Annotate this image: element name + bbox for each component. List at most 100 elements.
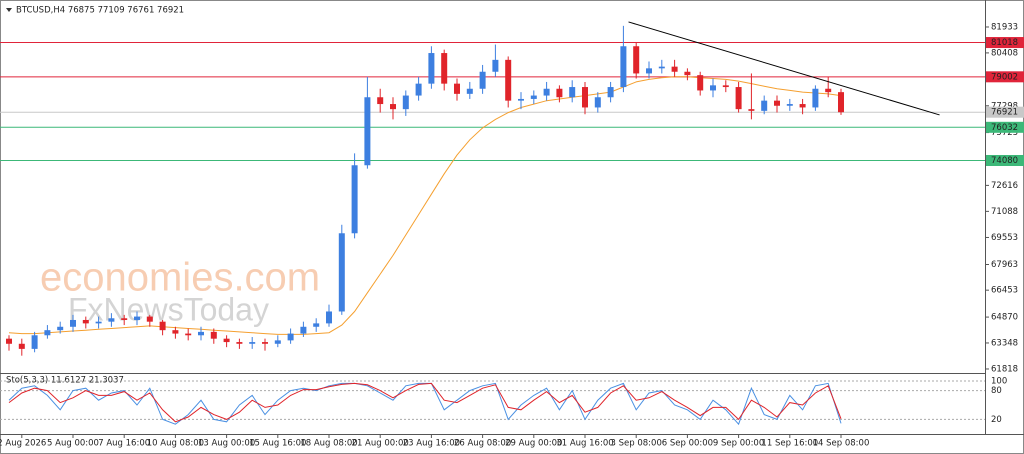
level-tag bbox=[986, 121, 1024, 133]
candle-body bbox=[466, 88, 473, 94]
x-tick-label: 29 Aug 00:00 bbox=[505, 439, 562, 449]
candle-body bbox=[326, 311, 332, 324]
candle-body bbox=[82, 319, 89, 324]
watermark: FxNewsToday bbox=[68, 291, 269, 327]
candle-body bbox=[121, 318, 128, 320]
candle-body bbox=[722, 85, 729, 88]
x-tick-label: 9 Sep 00:00 bbox=[713, 439, 764, 449]
candle-body bbox=[671, 66, 678, 72]
candle-body bbox=[454, 83, 460, 94]
candle-body bbox=[210, 331, 217, 339]
y-tick-label: 63348 bbox=[991, 338, 1018, 348]
candle-body bbox=[390, 104, 396, 110]
sto-tick-label: 20 bbox=[991, 415, 1002, 425]
y-tick-label: 81933 bbox=[991, 22, 1018, 32]
candle-body bbox=[172, 330, 179, 334]
trendline bbox=[628, 21, 940, 116]
candle-body bbox=[249, 342, 256, 344]
candle-body bbox=[313, 323, 320, 327]
y-tick-label: 64870 bbox=[991, 313, 1018, 323]
candle-body bbox=[351, 165, 358, 234]
level-tag bbox=[986, 154, 1024, 166]
y-tick-label: 75723 bbox=[991, 128, 1018, 138]
x-tick-label: 31 Aug 16:00 bbox=[556, 439, 613, 449]
candle-body bbox=[684, 71, 691, 76]
candle-body bbox=[825, 88, 832, 93]
candle-body bbox=[57, 326, 64, 331]
candle-body bbox=[364, 97, 371, 166]
candle-body bbox=[786, 104, 793, 106]
candle-body bbox=[402, 95, 409, 110]
x-tick-label: 14 Sep 08:00 bbox=[813, 439, 870, 449]
candle-body bbox=[646, 68, 652, 74]
sto-tick-label: 80 bbox=[991, 386, 1002, 396]
candle-body bbox=[569, 87, 576, 98]
candle-body bbox=[185, 333, 192, 336]
candle-body bbox=[774, 100, 780, 106]
candle-body bbox=[530, 95, 537, 99]
level-tag bbox=[986, 71, 1024, 83]
x-tick-label: 26 Aug 08:00 bbox=[454, 439, 511, 449]
candle-body bbox=[262, 342, 268, 344]
y-tick-label: 66453 bbox=[991, 286, 1018, 296]
y-tick-label: 61818 bbox=[991, 364, 1018, 374]
candle-body bbox=[236, 342, 243, 344]
candle-body bbox=[428, 53, 435, 84]
x-tick-label: 10 Aug 08:00 bbox=[147, 439, 204, 449]
level-label: 81018 bbox=[991, 38, 1018, 48]
x-tick-label: 2 Aug 2026 bbox=[0, 439, 46, 449]
candle-body bbox=[838, 92, 844, 113]
level-label: 76032 bbox=[991, 123, 1018, 133]
candle-body bbox=[556, 88, 563, 98]
x-tick-label: 5 Aug 00:00 bbox=[47, 439, 99, 449]
x-tick-label: 13 Aug 00:00 bbox=[198, 439, 255, 449]
candle-body bbox=[735, 87, 742, 110]
candle-body bbox=[518, 98, 524, 101]
candle-body bbox=[582, 87, 588, 108]
x-tick-label: 11 Sep 16:00 bbox=[761, 439, 818, 449]
candle-body bbox=[658, 66, 665, 69]
candle-body bbox=[159, 321, 166, 331]
candle-body bbox=[415, 83, 422, 96]
candle-body bbox=[761, 100, 768, 111]
candle-body bbox=[18, 343, 25, 349]
level-tag bbox=[986, 37, 1024, 49]
level-tag bbox=[986, 106, 1024, 118]
candle-body bbox=[44, 330, 51, 336]
candle-body bbox=[108, 318, 115, 322]
candle-body bbox=[594, 97, 601, 108]
y-tick-label: 77298 bbox=[991, 101, 1018, 111]
candle-body bbox=[492, 59, 499, 72]
symbol-header: BTCUSD,H4 76875 77109 76761 76921 bbox=[16, 6, 184, 16]
candle-body bbox=[274, 340, 281, 344]
candle-body bbox=[300, 326, 307, 334]
x-tick-label: 3 Sep 08:00 bbox=[611, 439, 662, 449]
candle-body bbox=[377, 97, 384, 105]
candle-body bbox=[710, 85, 716, 91]
x-tick-label: 23 Aug 16:00 bbox=[403, 439, 460, 449]
candle-body bbox=[198, 331, 204, 336]
watermark: economies.com bbox=[40, 256, 320, 300]
candle-body bbox=[6, 338, 12, 344]
level-label: 74080 bbox=[991, 156, 1018, 166]
x-tick-label: 15 Aug 16:00 bbox=[249, 439, 306, 449]
candle-body bbox=[620, 46, 627, 88]
menu-arrow[interactable] bbox=[6, 8, 12, 12]
x-tick-label: 18 Aug 08:00 bbox=[300, 439, 357, 449]
candle-body bbox=[812, 88, 819, 108]
candle-body bbox=[146, 316, 153, 322]
candle-body bbox=[70, 319, 76, 327]
y-tick-label: 72616 bbox=[991, 181, 1018, 191]
y-tick-label: 69553 bbox=[991, 233, 1018, 243]
candle-body bbox=[697, 75, 704, 91]
x-tick-label: 7 Aug 16:00 bbox=[98, 439, 150, 449]
candle-body bbox=[479, 71, 486, 89]
candle-body bbox=[607, 87, 614, 98]
y-tick-label: 80408 bbox=[991, 48, 1018, 58]
sto-signal bbox=[8, 382, 842, 423]
candle-body bbox=[799, 104, 806, 108]
x-tick-label: 21 Aug 00:00 bbox=[352, 439, 409, 449]
candle-body bbox=[134, 316, 140, 320]
